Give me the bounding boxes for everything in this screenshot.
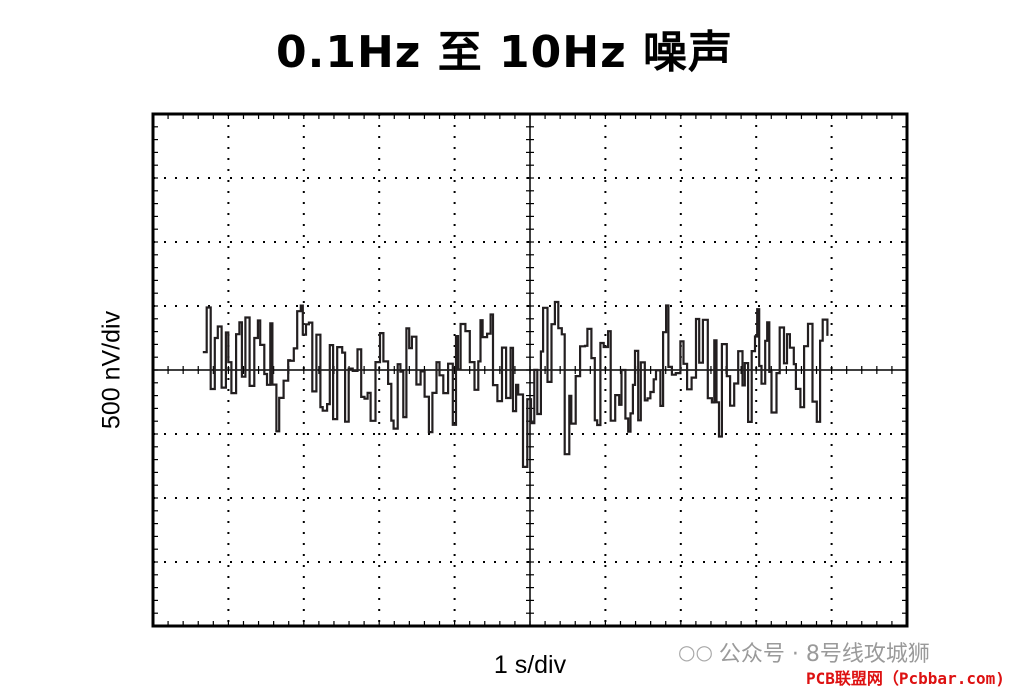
plot-frame <box>151 112 909 628</box>
x-axis-label: 1 s/div <box>493 651 567 679</box>
source-credit: PCB联盟网（Pcbbar.com) <box>806 669 1005 688</box>
chart-title: 0.1Hz 至 10Hz 噪声 <box>276 27 733 78</box>
noise-trace <box>202 300 829 468</box>
y-axis-label: 500 nV/div <box>97 310 126 430</box>
watermark-text: 公众号 · 8号线攻城狮 <box>718 642 930 667</box>
wechat-icon: ○○ <box>678 640 713 664</box>
watermark: ○○ 公众号 · 8号线攻城狮 <box>678 636 930 668</box>
